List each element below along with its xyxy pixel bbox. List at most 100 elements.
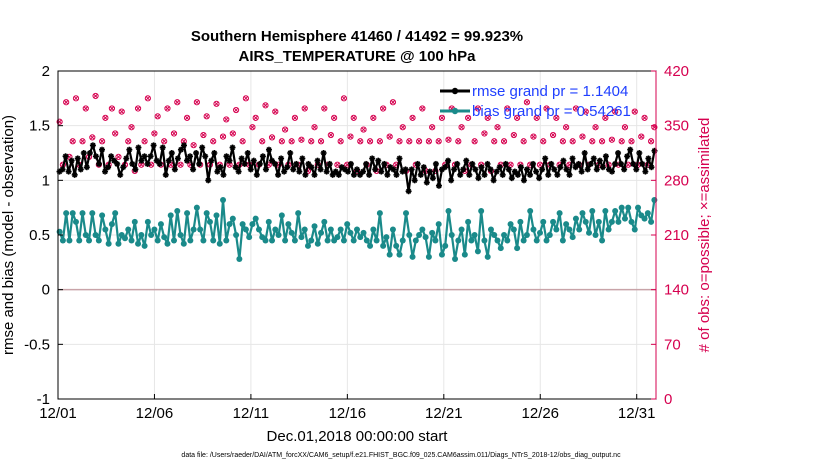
obs-assimilated-marker [73,95,79,101]
rmse-layer-marker [184,157,191,164]
chart-title: Southern Hemisphere 41460 / 41492 = 99.9… [191,28,523,45]
obs-assimilated-marker [599,138,605,144]
bias-layer-marker [438,251,445,258]
bias-layer-marker [304,242,311,249]
obs-assimilated-marker [116,154,121,160]
rmse-layer-marker [551,166,558,173]
obs-possible-marker [612,108,619,115]
rmse-layer-marker [463,157,470,164]
rmse-layer-marker-stroke [648,164,655,170]
rmse-layer-marker [86,150,93,156]
rmse-layer-marker-stroke [588,161,594,167]
obs-possible-marker [572,105,580,112]
rmse-layer-marker [347,160,354,167]
rmse-layer-marker [372,166,379,173]
bias-layer-marker [556,210,563,217]
bias-layer-marker [386,251,393,258]
bias-layer-marker [409,253,416,260]
obs-possible-marker [386,133,393,140]
rmse-layer-marker-stroke [281,168,287,175]
bias-layer-marker [95,237,102,244]
obs-assimilated-marker [184,115,190,121]
rmse-layer-marker-stroke [351,172,357,178]
rmse-layer-marker-stroke [581,150,588,156]
obs-possible-marker [154,113,161,120]
bias-layer-marker [540,218,547,225]
rmse-layer-marker-stroke [569,155,576,162]
rmse-layer-marker [344,168,351,175]
obs-assimilated-marker [612,109,618,114]
obs-possible-marker [288,138,295,145]
bias-layer-marker [151,226,158,233]
rmse-layer-marker-stroke [387,164,394,170]
rmse-layer-marker [241,160,248,167]
bias-layer-marker [288,229,295,236]
rmse-layer-marker-stroke [296,168,302,175]
y-axis-ticks: 2 1.5 1 0.5 0 -0.5 -1 [24,63,63,408]
rmse-layer-marker [159,144,166,151]
obs-assimilated-marker [436,138,442,144]
rmse-layer-marker-stroke [469,161,476,167]
obs-assimilated-marker [292,115,298,121]
obs-possible-marker [298,136,305,143]
bias-layer-marker [318,229,325,236]
bias-layer-marker [285,221,292,228]
obs-possible-marker [232,106,240,114]
rmse-layer-marker-stroke [117,172,123,178]
bias-layer-marker [360,229,367,236]
bias-layer-marker [354,226,360,233]
obs-possible-marker [200,131,207,139]
rmse-layer-marker [338,164,345,171]
bias-layer-marker [504,237,511,244]
rmse-layer-marker [451,166,458,173]
rmse-layer-marker [89,142,96,149]
rmse-layer-marker [542,155,549,162]
obs-possible-marker [112,130,119,137]
obs-assimilated-marker [420,106,425,111]
bias-layer-marker [357,234,364,241]
rmse-layer-marker-stroke [436,183,442,189]
rmse-layer-marker-stroke [560,157,567,164]
rmse-layer-marker-stroke [272,161,278,167]
rmse-layer-marker [466,171,473,178]
rmse-layer-marker [311,171,318,178]
obs-possible-marker [559,138,566,145]
rmse-layer-marker-stroke [460,166,466,173]
rmse-layer-marker [539,166,546,173]
rmse-layer-marker [105,164,112,171]
obs-possible-marker [455,138,462,145]
rmse-layer-marker-stroke [102,168,108,175]
rmse-layer-marker-stroke [208,157,214,164]
obs-assimilated-marker [367,138,373,144]
rmse-layer-marker-stroke [190,166,196,173]
rmse-layer-marker-stroke [333,168,339,175]
obs-possible-marker [618,138,625,145]
rmse-layer-marker [487,166,494,173]
obs-assimilated-marker [573,106,579,111]
rmse-layer-marker-stroke [405,188,412,194]
obs-assimilated-marker [138,162,144,168]
obs-possible-marker [99,138,106,145]
rmse-layer-marker-stroke [311,172,318,178]
bias-layer-marker [180,240,187,247]
obs-possible-marker [174,99,181,106]
rmse-layer-marker [545,171,552,178]
y-tick-label: 1.5 [29,118,50,135]
y-tick-label: 1 [42,172,50,189]
bias-layer-marker [399,237,406,244]
bias-layer-marker [92,232,99,238]
obs-assimilated-marker [233,107,239,113]
obs-possible-marker [118,108,125,115]
obs-possible-marker [170,130,178,137]
rmse-layer-marker [95,160,102,167]
rmse-layer-marker [621,166,628,173]
rmse-layer-marker [408,166,415,173]
bias-layer-marker [89,210,96,217]
rmse-layer-marker-stroke [518,164,524,170]
obs-possible-marker [631,108,638,115]
rmse-layer-marker [602,153,609,160]
obs-possible-marker [409,114,416,121]
bias-layer-marker [605,226,612,233]
obs-possible-marker [210,138,217,145]
obs-assimilated-marker [70,138,76,144]
